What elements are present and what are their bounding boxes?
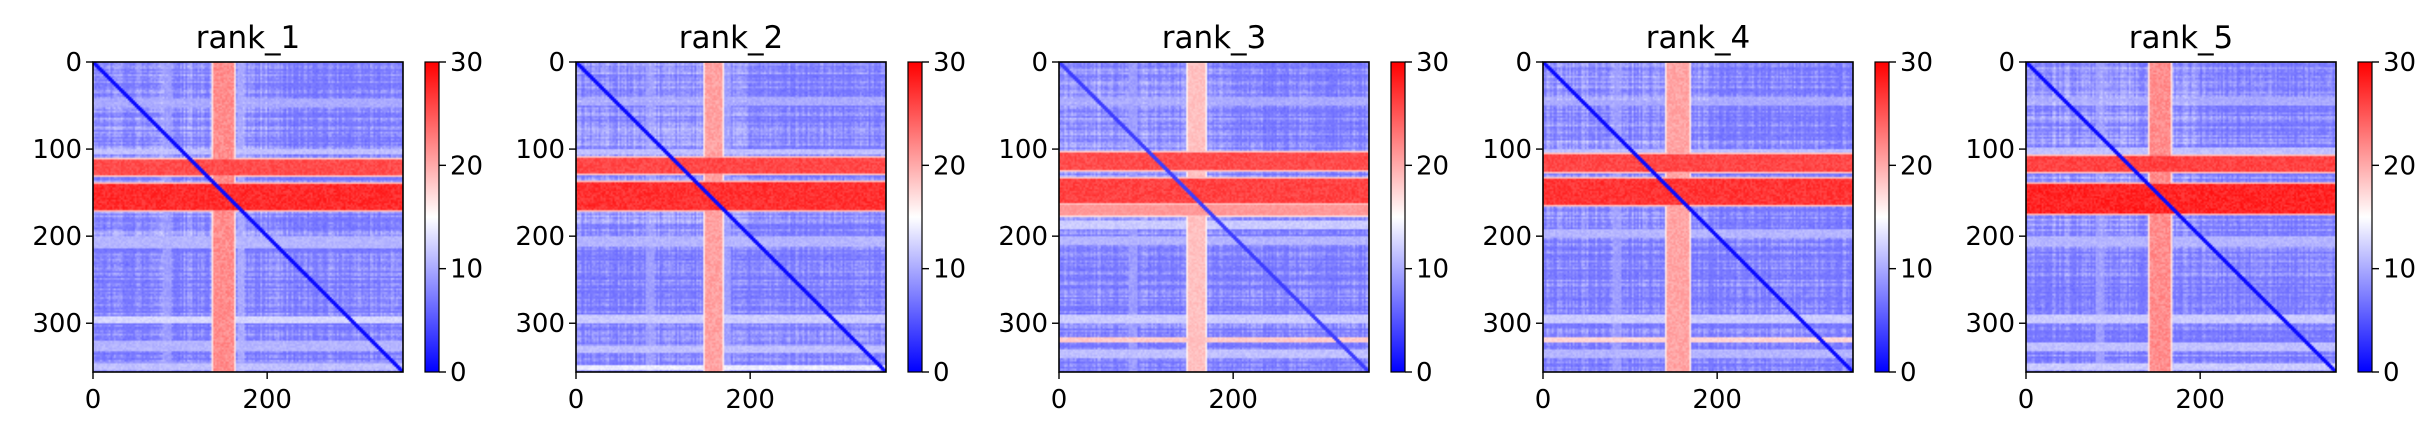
colorbar — [424, 61, 440, 373]
y-tick-label: 100 — [32, 135, 82, 165]
colorbar-tick-label: 10 — [1416, 255, 1449, 285]
heatmap-image — [1059, 62, 1369, 372]
colorbar-tick-label: 30 — [1900, 48, 1933, 78]
heatmap-panel-5: rank_5 0 100 200 300 0 200 0 10 20 30 — [1965, 20, 2416, 415]
colorbar-tick-label: 0 — [1416, 358, 1433, 388]
y-tick-label: 100 — [998, 135, 1048, 165]
colorbar — [1874, 61, 1890, 373]
colorbar-tick-label: 10 — [933, 255, 966, 285]
colorbar-tick-label: 20 — [933, 151, 966, 181]
plot-frame — [575, 61, 887, 373]
colorbar-tick-label: 30 — [933, 48, 966, 78]
x-tick-label: 0 — [1051, 385, 1068, 415]
colorbar-tick-label: 10 — [450, 255, 483, 285]
colorbar — [2357, 61, 2373, 373]
y-tick-label: 0 — [65, 48, 82, 78]
colorbar-tick-label: 20 — [450, 151, 483, 181]
colorbar-tick-label: 30 — [450, 48, 483, 78]
y-tick-label: 200 — [515, 222, 565, 252]
y-tick-label: 0 — [1515, 48, 1532, 78]
colorbar-tick-label: 20 — [2383, 151, 2416, 181]
heatmap-image — [576, 62, 886, 372]
heatmap-panel-3: rank_3 0 100 200 300 0 200 0 10 20 30 — [998, 20, 1449, 415]
panel-title: rank_3 — [1162, 20, 1267, 56]
plot-frame — [1058, 61, 1370, 373]
y-tick-label: 300 — [515, 309, 565, 339]
colorbar-tick-label: 0 — [933, 358, 950, 388]
heatmap-image — [1543, 62, 1853, 372]
panel-title: rank_5 — [2129, 20, 2234, 56]
colorbar-tick-label: 30 — [2383, 48, 2416, 78]
y-tick-label: 200 — [1965, 222, 2015, 252]
y-tick-label: 300 — [1482, 309, 1532, 339]
y-tick-label: 0 — [548, 48, 565, 78]
x-tick-label: 0 — [1535, 385, 1552, 415]
x-tick-label: 200 — [1208, 385, 1258, 415]
colorbar-tick-label: 10 — [1900, 255, 1933, 285]
panel-title: rank_2 — [679, 20, 784, 56]
plot-frame — [2025, 61, 2337, 373]
y-tick-label: 100 — [1965, 135, 2015, 165]
heatmap-panel-1: rank_1 0 100 200 300 0 200 0 10 20 30 — [32, 20, 483, 415]
panel-title: rank_1 — [196, 20, 301, 56]
x-tick-label: 200 — [2175, 385, 2225, 415]
plot-frame — [1542, 61, 1854, 373]
plot-frame — [92, 61, 404, 373]
colorbar — [907, 61, 923, 373]
x-tick-label: 200 — [1692, 385, 1742, 415]
x-tick-label: 200 — [725, 385, 775, 415]
y-tick-label: 300 — [1965, 309, 2015, 339]
y-tick-label: 200 — [1482, 222, 1532, 252]
heatmap-panel-2: rank_2 0 100 200 300 0 200 0 10 20 30 — [515, 20, 966, 415]
y-tick-label: 100 — [515, 135, 565, 165]
y-tick-label: 200 — [998, 222, 1048, 252]
colorbar-tick-label: 0 — [450, 358, 467, 388]
x-tick-label: 200 — [242, 385, 292, 415]
colorbar-tick-label: 10 — [2383, 255, 2416, 285]
panel-title: rank_4 — [1646, 20, 1751, 56]
heatmap-image — [2026, 62, 2336, 372]
colorbar-tick-label: 30 — [1416, 48, 1449, 78]
y-tick-label: 300 — [32, 309, 82, 339]
y-tick-label: 0 — [1031, 48, 1048, 78]
colorbar-tick-label: 20 — [1416, 151, 1449, 181]
heatmap-panel-4: rank_4 0 100 200 300 0 200 0 10 20 30 — [1482, 20, 1933, 415]
colorbar-tick-label: 0 — [1900, 358, 1917, 388]
x-tick-label: 0 — [568, 385, 585, 415]
x-tick-label: 0 — [85, 385, 102, 415]
heatmap-image — [93, 62, 403, 372]
colorbar-tick-label: 20 — [1900, 151, 1933, 181]
x-tick-label: 0 — [2018, 385, 2035, 415]
y-tick-label: 300 — [998, 309, 1048, 339]
y-tick-label: 100 — [1482, 135, 1532, 165]
y-tick-label: 200 — [32, 222, 82, 252]
colorbar-tick-label: 0 — [2383, 358, 2400, 388]
colorbar — [1390, 61, 1406, 373]
y-tick-label: 0 — [1998, 48, 2015, 78]
